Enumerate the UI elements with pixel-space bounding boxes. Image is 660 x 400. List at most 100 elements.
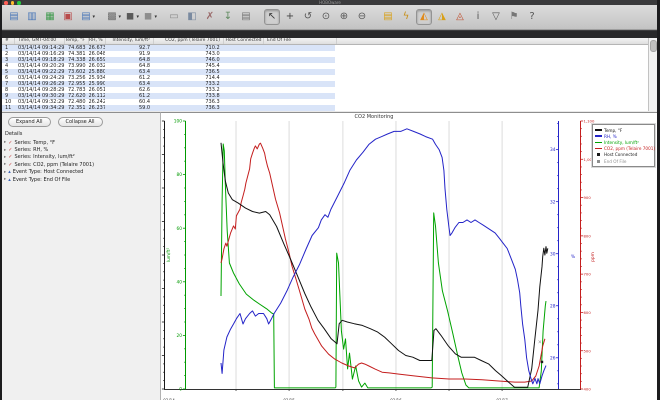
- tree-item[interactable]: ▸ ✓ Series: Temp, °F: [4, 139, 160, 146]
- zoom-window-icon[interactable]: [17, 1, 21, 5]
- data-table: 103/14/14 09:14:29 AM74.68326.67392.7710…: [2, 45, 648, 111]
- legend-item: End Of File: [595, 158, 652, 164]
- table-scrollbar-thumb[interactable]: [650, 40, 657, 52]
- filter-tool-icon[interactable]: ▽: [492, 11, 500, 22]
- table-cell: 03/14/14 09:24:29 AM: [17, 75, 65, 81]
- chart-plot[interactable]: 03/14 03/15 03/16 03/17 606264666870727476°F…: [161, 113, 660, 400]
- convert-files-icon[interactable]: ▩ ▾: [104, 9, 121, 25]
- tree-item[interactable]: ▸ ▴ Event Type: Host Connected: [4, 169, 160, 176]
- tree-item[interactable]: ▸ ▴ Event Type: End Of File: [4, 176, 160, 183]
- expander-icon[interactable]: ▸: [4, 177, 7, 183]
- event-markers: ×: [538, 340, 544, 364]
- table-scrollbar[interactable]: [648, 38, 657, 111]
- column-header[interactable]: Temp, °F: [65, 38, 89, 44]
- expander-icon[interactable]: ▸: [4, 147, 7, 153]
- table-cell: 2: [5, 51, 9, 57]
- svg-text:100: 100: [174, 119, 182, 125]
- legend-swatch: [595, 141, 602, 144]
- pointer-tool-icon[interactable]: ↖: [264, 9, 280, 25]
- table-view-icon[interactable]: ◼ ▾: [140, 9, 157, 25]
- export-data-icon[interactable]: ↧: [223, 11, 233, 22]
- svg-text:1,100: 1,100: [584, 119, 595, 124]
- zoom-in-icon[interactable]: ⊕: [339, 11, 349, 22]
- expander-icon[interactable]: ▸: [4, 162, 7, 168]
- info-tool-icon[interactable]: i: [476, 11, 480, 22]
- event-type-icon: ▴: [8, 169, 11, 176]
- help-icon[interactable]: ?: [529, 11, 535, 22]
- table-cell: 03/14/14 09:14:29 AM: [17, 45, 65, 51]
- collapse-all-button[interactable]: Collapse All: [57, 117, 103, 127]
- table-cell: 733.8: [205, 93, 220, 99]
- table-cell: 74.338: [68, 57, 86, 63]
- expander-icon[interactable]: ▸: [4, 140, 7, 146]
- table-cell: 10: [5, 99, 12, 105]
- svg-text:lum/ft²: lum/ft²: [166, 248, 172, 263]
- minimize-window-icon[interactable]: [10, 1, 14, 5]
- toolbar-separator: [94, 9, 102, 25]
- column-header[interactable]: CO2, ppm (Telaire 7001): [154, 38, 224, 44]
- tree-item-label: Series: Intensity, lum/ft²: [14, 154, 75, 161]
- device-status-icon[interactable]: ▦: [45, 11, 55, 22]
- chart-title: CO2 Monitoring: [354, 114, 394, 120]
- zoom-out-icon[interactable]: ⊖: [357, 11, 367, 22]
- close-file-icon[interactable]: ✗: [205, 11, 215, 22]
- chart-tool-3-icon[interactable]: ◬: [456, 11, 464, 22]
- flag-tool-icon[interactable]: ⚑: [509, 11, 519, 22]
- table-cell: 64.8: [138, 63, 151, 69]
- crosshair-tool-icon[interactable]: +: [285, 11, 295, 22]
- column-header[interactable]: End Of File: [264, 38, 337, 44]
- tree-item[interactable]: ▸ ✓ Series: RH, %: [4, 146, 160, 153]
- legend-label: RH, %: [604, 133, 617, 139]
- lightning-tool-icon[interactable]: ϟ: [402, 11, 410, 22]
- toolbar-separator: [254, 9, 262, 25]
- chart-legend: Temp, °F RH, % Intensity, lum/ft² CO2, ppm …: [591, 122, 656, 169]
- open-file-icon[interactable]: ▭: [169, 11, 179, 22]
- column-header[interactable]: Host Connected: [224, 38, 264, 44]
- readout-device-icon[interactable]: ▥: [27, 11, 37, 22]
- table-cell: 92.7: [138, 45, 151, 51]
- table-cell: 63.4: [138, 81, 151, 87]
- svg-text:×: ×: [538, 340, 542, 346]
- table-cell: 03/14/14 09:18:29 AM: [17, 57, 65, 63]
- print-icon[interactable]: ▤: [241, 11, 251, 22]
- svg-text:800: 800: [584, 233, 592, 238]
- series-line-rh: [220, 128, 547, 385]
- stop-device-icon[interactable]: ▣: [63, 11, 73, 22]
- column-header[interactable]: #: [2, 38, 15, 44]
- expand-all-button[interactable]: Expand All: [8, 117, 51, 127]
- expander-icon[interactable]: ▸: [4, 169, 7, 175]
- undo-zoom-icon[interactable]: ↺: [303, 11, 313, 22]
- notes-tool-icon[interactable]: ▤: [383, 11, 393, 22]
- legend-label: CO2, ppm (Telaire 7001): [604, 146, 656, 152]
- legend-label: End Of File: [604, 158, 627, 164]
- column-header[interactable]: Intensity, lum/ft²: [106, 38, 154, 44]
- launch-device-icon[interactable]: ▤: [9, 11, 19, 22]
- table-cell: 26.048: [88, 51, 106, 57]
- expander-icon[interactable]: ▸: [4, 154, 7, 160]
- column-header[interactable]: Time, GMT-04:00: [15, 38, 65, 44]
- device-actions-icon[interactable]: ▤ ▾: [78, 9, 95, 25]
- toolbar-separator: [156, 9, 164, 25]
- close-window-icon[interactable]: [4, 1, 8, 5]
- plot-view-icon[interactable]: ◼ ▾: [122, 9, 139, 25]
- legend-item: CO2, ppm (Telaire 7001): [595, 146, 656, 152]
- tree-item[interactable]: ▸ ✓ Series: Intensity, lum/ft²: [4, 154, 160, 161]
- chart-tool-2-icon[interactable]: ◮: [438, 11, 446, 22]
- table-cell: 03/14/14 09:32:29 AM: [17, 99, 65, 105]
- tree-item[interactable]: ▸ ✓ Series: CO2, ppm (Telaire 7001): [4, 161, 160, 168]
- save-file-icon[interactable]: ◧: [187, 11, 197, 22]
- column-header[interactable]: RH, %: [89, 38, 106, 44]
- chart-tool-icon[interactable]: ◭: [416, 9, 432, 25]
- magnifier-icon[interactable]: ⊙: [321, 11, 331, 22]
